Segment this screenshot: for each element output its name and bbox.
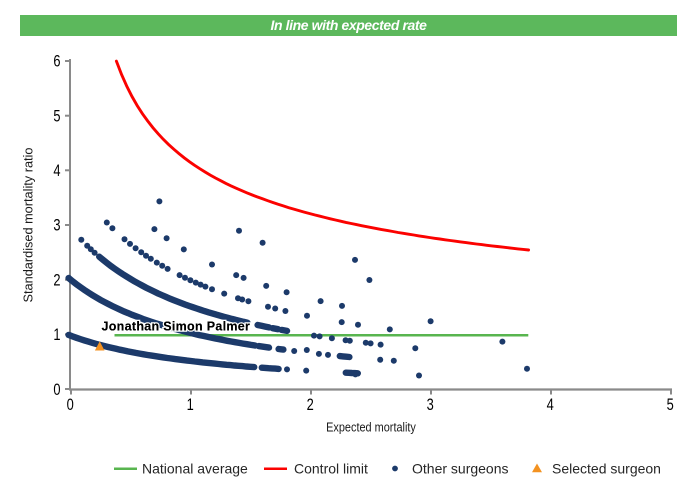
svg-text:Control limit: Control limit	[294, 460, 368, 476]
svg-text:Other surgeons: Other surgeons	[412, 460, 509, 476]
svg-text:2: 2	[53, 272, 60, 290]
svg-text:3: 3	[53, 217, 60, 235]
svg-text:0: 0	[53, 381, 60, 399]
svg-text:5: 5	[53, 108, 60, 126]
svg-text:4: 4	[547, 397, 554, 415]
svg-text:3: 3	[427, 397, 434, 415]
svg-text:National average: National average	[142, 460, 248, 476]
svg-text:6: 6	[53, 53, 60, 71]
svg-text:1: 1	[187, 397, 194, 415]
svg-text:0: 0	[67, 397, 74, 415]
svg-text:1: 1	[53, 327, 60, 345]
svg-text:2: 2	[307, 397, 314, 415]
svg-text:5: 5	[667, 397, 674, 415]
svg-text:Standardised mortality ratio: Standardised mortality ratio	[20, 148, 35, 303]
svg-text:Expected mortality: Expected mortality	[326, 420, 416, 435]
svg-text:Selected surgeon: Selected surgeon	[552, 460, 661, 476]
svg-text:Jonathan Simon Palmer: Jonathan Simon Palmer	[102, 320, 251, 334]
svg-text:Jonathan Simon Palmer: Jonathan Simon Palmer	[102, 320, 251, 334]
svg-text:4: 4	[53, 163, 60, 181]
